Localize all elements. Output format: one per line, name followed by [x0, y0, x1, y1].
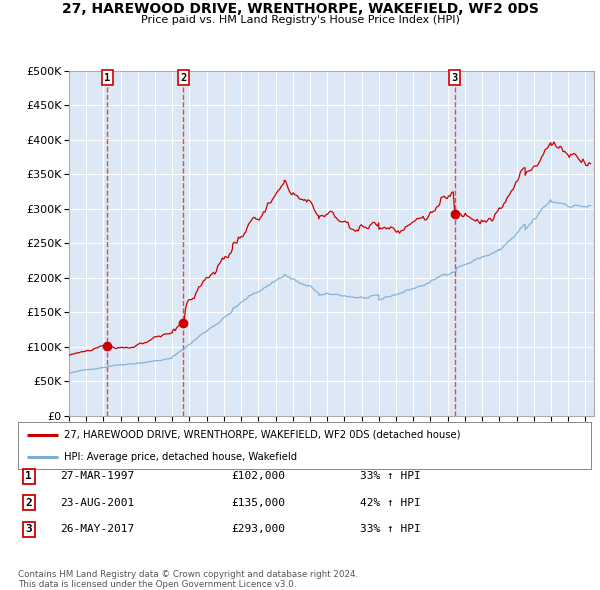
Text: 27-MAR-1997: 27-MAR-1997: [60, 471, 134, 481]
Text: 33% ↑ HPI: 33% ↑ HPI: [360, 525, 421, 534]
Text: 27, HAREWOOD DRIVE, WRENTHORPE, WAKEFIELD, WF2 0DS (detached house): 27, HAREWOOD DRIVE, WRENTHORPE, WAKEFIEL…: [64, 430, 460, 440]
Text: £135,000: £135,000: [231, 498, 285, 507]
Text: 3: 3: [451, 73, 458, 83]
Text: 2: 2: [180, 73, 187, 83]
Text: 23-AUG-2001: 23-AUG-2001: [60, 498, 134, 507]
Text: 26-MAY-2017: 26-MAY-2017: [60, 525, 134, 534]
Text: £293,000: £293,000: [231, 525, 285, 534]
Text: £102,000: £102,000: [231, 471, 285, 481]
Text: 1: 1: [104, 73, 110, 83]
Text: Contains HM Land Registry data © Crown copyright and database right 2024.
This d: Contains HM Land Registry data © Crown c…: [18, 570, 358, 589]
Text: HPI: Average price, detached house, Wakefield: HPI: Average price, detached house, Wake…: [64, 453, 297, 462]
Text: 3: 3: [25, 525, 32, 534]
Text: Price paid vs. HM Land Registry's House Price Index (HPI): Price paid vs. HM Land Registry's House …: [140, 15, 460, 25]
Text: 42% ↑ HPI: 42% ↑ HPI: [360, 498, 421, 507]
Text: 1: 1: [25, 471, 32, 481]
Text: 33% ↑ HPI: 33% ↑ HPI: [360, 471, 421, 481]
Text: 2: 2: [25, 498, 32, 507]
Text: 27, HAREWOOD DRIVE, WRENTHORPE, WAKEFIELD, WF2 0DS: 27, HAREWOOD DRIVE, WRENTHORPE, WAKEFIEL…: [62, 2, 538, 16]
